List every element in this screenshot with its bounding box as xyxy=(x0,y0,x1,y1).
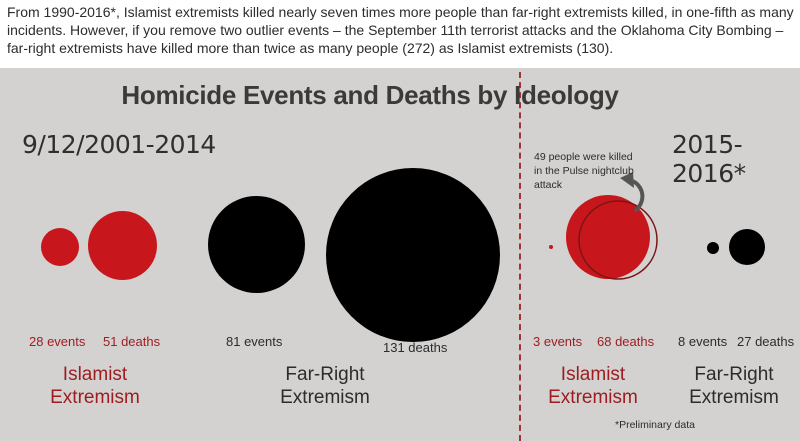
far-right-group-label-right: Far-Right Extremism xyxy=(674,363,794,409)
islamist-group-line1-right: Islamist xyxy=(560,364,626,385)
far-right-events-label-left: 81 events xyxy=(226,334,283,349)
islamist-events-label-right: 3 events xyxy=(533,334,583,349)
islamist-deaths-circle-left xyxy=(88,211,157,280)
far-right-deaths-label-left: 131 deaths xyxy=(383,340,448,355)
far-right-group-label-left: Far-Right Extremism xyxy=(265,363,385,409)
infographic-title: Homicide Events and Deaths by Ideology xyxy=(121,80,619,110)
far-right-deaths-circle-left xyxy=(326,168,500,342)
pulse-note: 49 people were killed in the Pulse night… xyxy=(534,151,634,191)
islamist-group-line2: Extremism xyxy=(50,387,140,408)
pulse-arrow-head-icon xyxy=(620,172,634,188)
far-right-group-line2-right: Extremism xyxy=(689,387,779,408)
far-right-deaths-label-right: 27 deaths xyxy=(737,334,795,349)
islamist-group-label-right: Islamist Extremism xyxy=(538,363,648,409)
far-right-group-line1: Far-Right xyxy=(285,364,365,385)
far-right-events-circle-right xyxy=(707,242,719,254)
far-right-group-line1-right: Far-Right xyxy=(694,364,774,385)
far-right-events-circle-left xyxy=(208,196,305,293)
footnote: *Preliminary data xyxy=(615,419,695,431)
islamist-deaths-label-right: 68 deaths xyxy=(597,334,655,349)
islamist-events-circle-left xyxy=(41,228,79,266)
far-right-group-line2: Extremism xyxy=(280,387,370,408)
period-left-title: 9/12/2001-2014 xyxy=(22,130,216,159)
islamist-group-line1: Islamist xyxy=(62,364,128,385)
islamist-group-label-left: Islamist Extremism xyxy=(40,363,150,409)
islamist-events-label-left: 28 events xyxy=(29,334,86,349)
islamist-deaths-label-left: 51 deaths xyxy=(103,334,161,349)
intro-text: From 1990-2016*, Islamist extremists kil… xyxy=(7,4,794,56)
far-right-events-label-right: 8 events xyxy=(678,334,728,349)
period-right-title: 2015-2016* xyxy=(672,130,746,188)
islamist-group-line2-right: Extremism xyxy=(548,387,638,408)
period-divider xyxy=(519,72,521,441)
far-right-deaths-circle-right xyxy=(729,229,765,265)
islamist-events-circle-right xyxy=(549,245,553,249)
pulse-deaths-outline xyxy=(578,200,658,280)
